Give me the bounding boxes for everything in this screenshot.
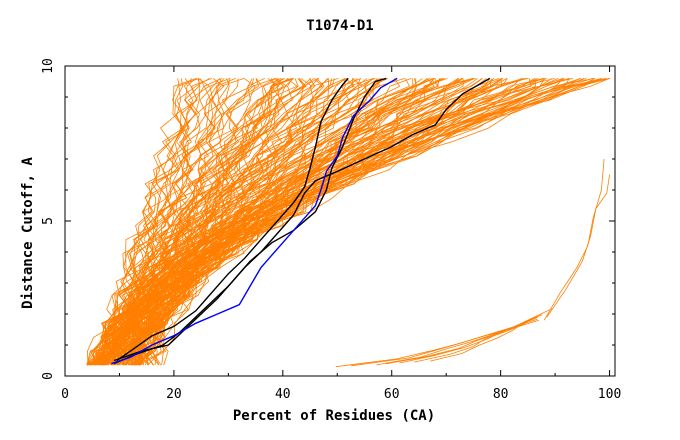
model-curve-outlier	[430, 314, 543, 362]
model-curve	[86, 78, 210, 366]
model-curve	[123, 78, 412, 366]
y-tick-label: 10	[41, 58, 56, 74]
highlight-curve-black	[116, 77, 349, 362]
model-curve	[101, 78, 210, 366]
x-tick-label: 20	[166, 387, 182, 402]
model-curve	[132, 78, 495, 366]
x-tick-label: 0	[61, 387, 69, 402]
model-curve	[122, 78, 460, 366]
model-curve	[123, 78, 463, 366]
model-curve-outlier	[414, 322, 526, 363]
model-curve	[102, 78, 253, 366]
highlight-curves	[111, 77, 491, 365]
model-curve	[132, 78, 532, 366]
model-curve	[114, 78, 423, 366]
model-curve-outlier	[546, 174, 610, 318]
highlight-curve-blue	[111, 77, 398, 365]
background-curves	[86, 78, 610, 368]
x-tick-label: 40	[275, 387, 291, 402]
chart-title: T1074-D1	[306, 18, 373, 34]
x-axis-label: Percent of Residues (CA)	[233, 408, 435, 424]
x-axis: 0 20 40 60 80 100	[61, 66, 621, 402]
model-curve	[138, 78, 571, 366]
y-tick-label: 5	[41, 217, 56, 225]
highlight-curve-black	[113, 77, 387, 362]
model-curve	[152, 78, 602, 366]
highlight-curve-black	[113, 77, 491, 365]
x-tick-label: 60	[384, 387, 400, 402]
x-tick-label: 80	[493, 387, 509, 402]
model-curve	[106, 78, 383, 366]
model-curve	[137, 78, 602, 366]
model-curve	[147, 78, 610, 366]
y-axis: 0 5 10	[41, 58, 615, 380]
model-curve	[107, 78, 405, 366]
model-curve	[121, 78, 478, 366]
model-curve	[139, 78, 610, 366]
y-tick-label: 0	[41, 372, 56, 380]
y-axis-label: Distance Cutoff, A	[20, 157, 36, 309]
model-curve	[135, 78, 606, 366]
model-curve	[137, 78, 508, 366]
x-tick-label: 100	[598, 387, 621, 402]
